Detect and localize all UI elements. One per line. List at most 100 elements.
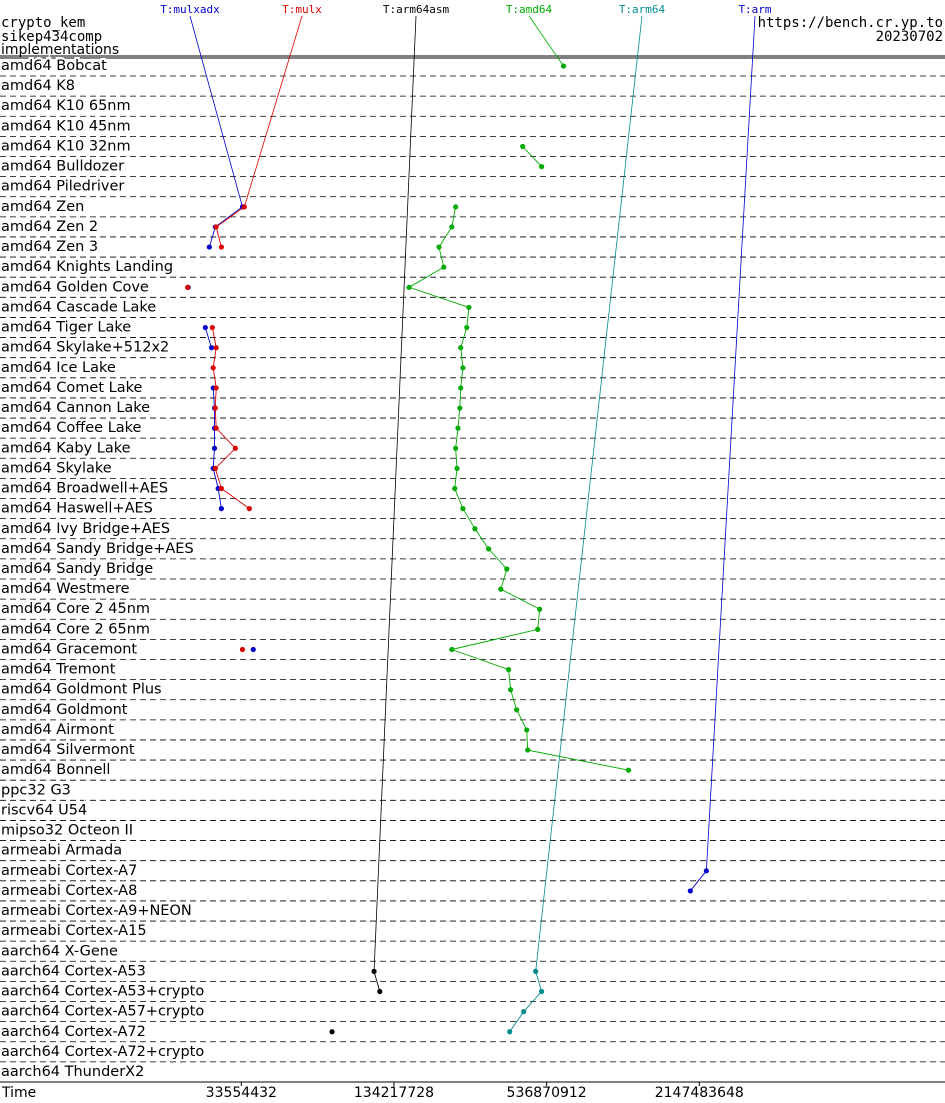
series-line xyxy=(509,971,543,1033)
data-point xyxy=(466,304,472,311)
chart-title: crypto_kem xyxy=(1,15,85,31)
data-point xyxy=(533,968,539,975)
data-point xyxy=(449,646,455,653)
y-tick-label: amd64 Zen xyxy=(1,199,84,215)
series-line xyxy=(204,327,212,348)
y-tick-label: aarch64 ThunderX2 xyxy=(1,1064,144,1080)
data-point xyxy=(218,244,224,250)
legend-label: T:amd64 xyxy=(506,3,553,16)
y-tick-label: amd64 Goldmont Plus xyxy=(1,682,162,698)
y-tick-label: aarch64 Cortex-A72+crypto xyxy=(1,1044,204,1060)
data-point xyxy=(453,204,459,210)
legend-label: T:arm64asm xyxy=(383,3,450,16)
y-tick-label: amd64 Silvermont xyxy=(1,742,135,758)
data-point xyxy=(504,566,510,572)
y-tick-label: amd64 Golden Cove xyxy=(1,279,149,295)
data-point xyxy=(507,1029,513,1035)
y-tick-label: armeabi Cortex-A9+NEON xyxy=(1,903,192,919)
y-tick-label: amd64 Knights Landing xyxy=(1,259,173,275)
series-line xyxy=(689,870,707,892)
legend-leader xyxy=(535,15,643,972)
data-point xyxy=(371,968,377,975)
y-tick-label: amd64 K8 xyxy=(1,78,75,94)
y-tick-label: amd64 Sandy Bridge xyxy=(1,561,153,577)
y-tick-label: amd64 Bobcat xyxy=(1,58,107,74)
y-tick-label: amd64 Ice Lake xyxy=(1,360,116,376)
y-tick-label: aarch64 Cortex-A72 xyxy=(1,1024,146,1040)
legend-label: T:mulx xyxy=(282,3,322,16)
data-point xyxy=(213,425,219,431)
data-point xyxy=(377,988,383,995)
y-tick-label: amd64 Core 2 65nm xyxy=(1,621,150,637)
data-point xyxy=(449,224,455,230)
y-tick-label: riscv64 U54 xyxy=(1,802,87,818)
data-point xyxy=(213,385,219,391)
y-tick-label: amd64 Broadwell+AES xyxy=(1,481,168,497)
data-point xyxy=(537,606,543,612)
data-point xyxy=(406,284,412,290)
data-point xyxy=(524,727,530,733)
y-tick-label: amd64 Piledriver xyxy=(1,179,124,195)
y-tick-label: armeabi Cortex-A8 xyxy=(1,883,137,899)
y-tick-label: amd64 Comet Lake xyxy=(1,380,142,396)
y-tick-label: armeabi Armada xyxy=(1,843,122,859)
data-point xyxy=(703,868,709,874)
y-tick-label: amd64 K10 45nm xyxy=(1,118,131,134)
data-point xyxy=(441,264,447,270)
data-point xyxy=(525,747,531,753)
data-point xyxy=(241,204,247,210)
data-point xyxy=(458,345,464,351)
data-point xyxy=(457,405,463,411)
y-tick-label: amd64 Coffee Lake xyxy=(1,420,142,436)
data-point xyxy=(521,1009,527,1015)
y-tick-label: amd64 Gracemont xyxy=(1,641,137,657)
data-point xyxy=(184,284,191,290)
x-tick-label: 33554432 xyxy=(206,1085,277,1101)
data-point xyxy=(539,988,545,995)
data-point xyxy=(560,63,567,69)
y-tick-label: amd64 Tremont xyxy=(1,662,116,678)
y-tick-label: aarch64 Cortex-A53 xyxy=(1,963,146,979)
data-point xyxy=(209,324,215,331)
data-point xyxy=(213,345,219,351)
y-tick-label: amd64 Core 2 45nm xyxy=(1,601,150,617)
y-axis-label: implementations xyxy=(1,42,119,58)
x-tick-label: 536870912 xyxy=(507,1085,587,1101)
y-tick-label: armeabi Cortex-A7 xyxy=(1,863,137,879)
data-point xyxy=(514,707,520,713)
y-tick-label: amd64 Tiger Lake xyxy=(1,320,131,336)
y-tick-label: amd64 K10 32nm xyxy=(1,138,131,154)
y-tick-label: armeabi Cortex-A15 xyxy=(1,923,147,939)
y-tick-label: aarch64 Cortex-A53+crypto xyxy=(1,984,204,1000)
data-point xyxy=(239,646,246,653)
data-point xyxy=(625,767,632,773)
data-point xyxy=(460,506,466,512)
y-tick-label: amd64 Bonnell xyxy=(1,762,110,778)
data-point xyxy=(452,485,458,492)
data-point xyxy=(212,465,218,471)
data-point xyxy=(507,687,514,693)
annotation: https://bench.cr.yp.to xyxy=(758,15,943,31)
data-point xyxy=(206,244,212,250)
legend-leader xyxy=(705,15,756,871)
series-line xyxy=(373,971,381,992)
legend-label: T:mulxadx xyxy=(160,3,220,16)
y-tick-label: amd64 Westmere xyxy=(1,581,130,597)
data-point xyxy=(539,164,545,170)
data-point xyxy=(454,465,460,471)
data-point xyxy=(535,626,541,632)
data-point xyxy=(520,143,526,150)
annotation: 20230702 xyxy=(876,29,943,45)
data-point xyxy=(453,445,459,451)
data-point xyxy=(246,506,252,512)
data-point xyxy=(208,345,215,351)
legend-leader xyxy=(373,15,417,972)
legend-leader xyxy=(528,15,564,67)
y-tick-label: amd64 Skylake+512x2 xyxy=(1,340,169,356)
x-axis-label: Time xyxy=(1,1085,36,1101)
y-tick-label: amd64 Cannon Lake xyxy=(1,400,150,416)
data-point xyxy=(498,586,504,592)
y-tick-label: amd64 Skylake xyxy=(1,460,112,476)
data-point xyxy=(486,546,492,552)
